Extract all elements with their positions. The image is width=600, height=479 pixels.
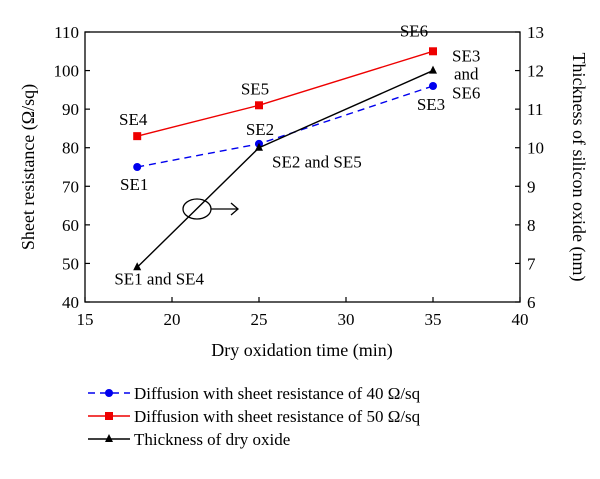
- right-y-tick-label: 13: [527, 23, 544, 42]
- point-label-se3: SE3: [417, 95, 445, 114]
- x-tick-label: 35: [425, 310, 442, 329]
- legend: Diffusion with sheet resistance of 40 Ω/…: [88, 384, 421, 449]
- indicator-arrow-head: [230, 202, 239, 216]
- point-label-se6: SE6: [452, 84, 480, 103]
- left-y-tick-label: 50: [62, 254, 79, 273]
- left-y-tick-label: 90: [62, 100, 79, 119]
- legend-label-3: Thickness of dry oxide: [134, 430, 290, 449]
- x-tick-label: 30: [338, 310, 355, 329]
- series-layer: [133, 47, 437, 271]
- left-y-tick-label: 40: [62, 293, 79, 312]
- x-tick-label: 20: [164, 310, 181, 329]
- series-3-point: [429, 65, 437, 74]
- left-y-axis: 40 50 60 70 80 90 100 110: [54, 23, 90, 312]
- right-y-tick-label: 9: [527, 177, 536, 196]
- right-axis-indicator: [182, 198, 239, 220]
- right-y-tick-label: 6: [527, 293, 536, 312]
- left-y-tick-label: 110: [54, 23, 79, 42]
- right-y-axis: 6 7 8 9 10 11 12 13: [515, 23, 544, 312]
- legend-marker-2: [105, 412, 113, 420]
- legend-label-1: Diffusion with sheet resistance of 40 Ω/…: [134, 384, 421, 403]
- left-y-axis-title: Sheet resistance (Ω/sq): [18, 84, 39, 250]
- x-tick-label: 15: [77, 310, 94, 329]
- right-y-tick-label: 7: [527, 254, 536, 273]
- point-label-se2: SE2: [246, 120, 274, 139]
- series-1-point: [133, 163, 142, 171]
- point-label-se1-and-se4: SE1 and SE4: [114, 269, 204, 288]
- legend-label-2: Diffusion with sheet resistance of 50 Ω/…: [134, 407, 421, 426]
- x-axis-title: Dry oxidation time (min): [211, 340, 392, 361]
- point-label-se3: SE3: [452, 47, 480, 66]
- annotation-layer: SE4 SE1 SE5 SE2 SE6 SE3 SE1 and SE4 SE2 and SE5…: [114, 21, 480, 288]
- series-line-2: [137, 50, 434, 137]
- plot-frame: [84, 31, 521, 303]
- left-y-tick-label: 60: [62, 216, 79, 235]
- point-label-se1: SE1: [120, 175, 148, 194]
- right-y-tick-label: 11: [527, 100, 543, 119]
- series-2-point: [133, 132, 142, 141]
- series-2-point: [429, 47, 437, 56]
- left-y-tick-label: 70: [62, 177, 79, 196]
- series-2-point: [255, 101, 263, 110]
- point-label-se6: SE6: [400, 21, 428, 40]
- left-y-tick-label: 80: [62, 139, 79, 158]
- series-3-point: [255, 142, 263, 151]
- legend-marker-3: [105, 434, 113, 442]
- point-label-and: and: [454, 65, 479, 84]
- x-tick-label: 40: [512, 310, 529, 329]
- left-y-tick-label: 100: [54, 62, 80, 81]
- series-1-point: [429, 82, 437, 90]
- right-y-axis-title: Thickness of silicon oxide (nm): [568, 53, 589, 282]
- right-y-tick-label: 12: [527, 62, 544, 81]
- point-label-se2-and-se5: SE2 and SE5: [272, 153, 362, 172]
- right-y-tick-label: 10: [527, 139, 544, 158]
- series-3-point: [133, 262, 142, 271]
- point-label-se5: SE5: [241, 79, 269, 98]
- point-label-se4: SE4: [119, 110, 148, 129]
- legend-marker-1: [105, 389, 113, 397]
- x-axis: 15 20 25 30 35 40: [77, 297, 529, 329]
- right-y-tick-label: 8: [527, 216, 536, 235]
- x-tick-label: 25: [251, 310, 268, 329]
